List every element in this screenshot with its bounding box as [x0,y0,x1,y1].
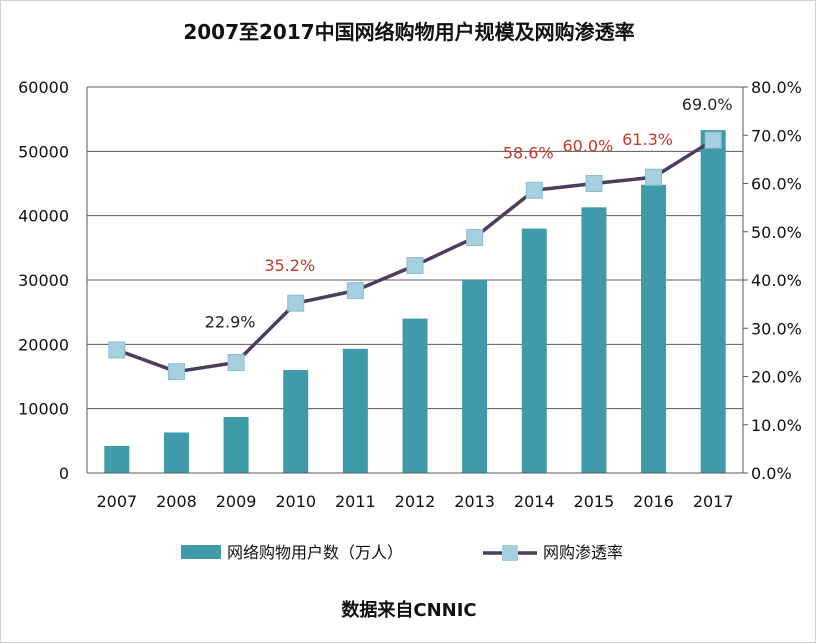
line-series [108,131,722,381]
bar [283,370,309,473]
bar-series [104,130,726,473]
bar [342,348,368,473]
line-marker [346,282,364,300]
bar [521,228,547,473]
y-left-tick-label: 0 [59,464,69,483]
legend-label-line: 网购渗透率 [543,543,623,562]
data-label: 61.3% [622,130,673,149]
y-right-tick-label: 10.0% [751,416,802,435]
y-left-tick-label: 20000 [18,335,69,354]
y-right-tick-label: 0.0% [751,464,792,483]
bar [581,207,607,473]
x-tick-label: 2009 [216,492,257,511]
data-label: 35.2% [264,256,315,275]
x-tick-label: 2011 [335,492,376,511]
data-label: 69.0% [682,95,733,114]
x-tick-label: 2010 [275,492,316,511]
line-marker [585,175,603,192]
grid-lines [87,86,743,410]
y-left-tick-label: 50000 [18,142,69,161]
data-labels: 22.9% 35.2% 58.6% 60.0% 61.3% 69.0% [205,95,733,331]
y-right-tick-label: 20.0% [751,368,802,387]
y-right-tick-label: 40.0% [751,271,802,290]
data-label: 60.0% [562,137,613,156]
y-left-tick-label: 40000 [18,207,69,226]
x-tick-label: 2014 [514,492,555,511]
bar [462,280,488,473]
bar [163,432,189,473]
axes: 0 10000 20000 30000 40000 50000 60000 0.0% 10.0%… [18,78,802,511]
x-tick-label: 2007 [96,492,137,511]
chart-title: 2007至2017中国网络购物用户规模及网购渗透率 [183,20,634,44]
line-marker [525,181,543,199]
line-marker [406,257,424,275]
line-marker [704,131,722,149]
x-tick-label: 2013 [454,492,495,511]
bar [641,184,667,473]
line-marker [645,168,663,186]
line-marker [167,363,185,381]
line-marker [227,354,245,372]
y-left-tick-label: 60000 [18,78,69,97]
source-note: 数据来自CNNIC [341,599,476,621]
y-right-tick-label: 80.0% [751,78,802,97]
bar [223,417,249,473]
bar [402,318,428,473]
line-marker [466,229,484,247]
line-marker [108,341,126,359]
bar [700,130,726,473]
x-tick-label: 2016 [633,492,674,511]
data-label: 22.9% [205,313,256,332]
line-marker [287,294,305,312]
bar [104,445,130,473]
x-tick-label: 2008 [156,492,197,511]
y-right-tick-label: 70.0% [751,126,802,145]
legend: 网络购物用户数（万人） 网购渗透率 [181,543,623,562]
x-tick-label: 2015 [574,492,615,511]
y-left-tick-label: 30000 [18,271,69,290]
data-label: 58.6% [503,143,554,162]
legend-swatch-bar [181,545,221,559]
x-tick-label: 2012 [395,492,436,511]
y-right-tick-label: 30.0% [751,319,802,338]
legend-swatch-marker [502,545,518,561]
y-right-tick-label: 60.0% [751,175,802,194]
y-right-tick-label: 50.0% [751,223,802,242]
x-tick-label: 2017 [693,492,734,511]
legend-label-bar: 网络购物用户数（万人） [227,543,403,562]
y-left-tick-label: 10000 [18,400,69,419]
